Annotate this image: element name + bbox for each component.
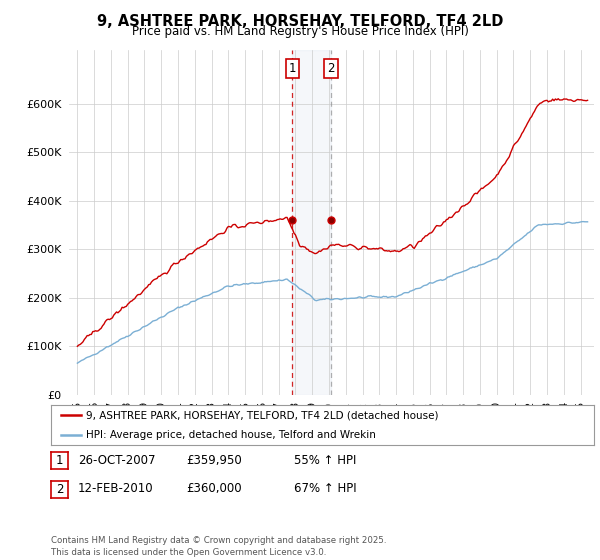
Text: 9, ASHTREE PARK, HORSEHAY, TELFORD, TF4 2LD: 9, ASHTREE PARK, HORSEHAY, TELFORD, TF4 … — [97, 14, 503, 29]
Text: Price paid vs. HM Land Registry's House Price Index (HPI): Price paid vs. HM Land Registry's House … — [131, 25, 469, 38]
Text: £359,950: £359,950 — [186, 454, 242, 467]
Text: HPI: Average price, detached house, Telford and Wrekin: HPI: Average price, detached house, Telf… — [86, 430, 376, 440]
Text: 2: 2 — [327, 62, 335, 76]
Text: 1: 1 — [289, 62, 296, 76]
Text: Contains HM Land Registry data © Crown copyright and database right 2025.
This d: Contains HM Land Registry data © Crown c… — [51, 536, 386, 557]
Text: 12-FEB-2010: 12-FEB-2010 — [78, 482, 154, 496]
Text: 26-OCT-2007: 26-OCT-2007 — [78, 454, 155, 467]
Text: 55% ↑ HPI: 55% ↑ HPI — [294, 454, 356, 467]
Text: 67% ↑ HPI: 67% ↑ HPI — [294, 482, 356, 496]
Bar — [292, 50, 331, 395]
Text: £360,000: £360,000 — [186, 482, 242, 496]
Text: 1: 1 — [56, 454, 63, 468]
Text: 9, ASHTREE PARK, HORSEHAY, TELFORD, TF4 2LD (detached house): 9, ASHTREE PARK, HORSEHAY, TELFORD, TF4 … — [86, 410, 439, 421]
Text: 2: 2 — [56, 483, 63, 496]
